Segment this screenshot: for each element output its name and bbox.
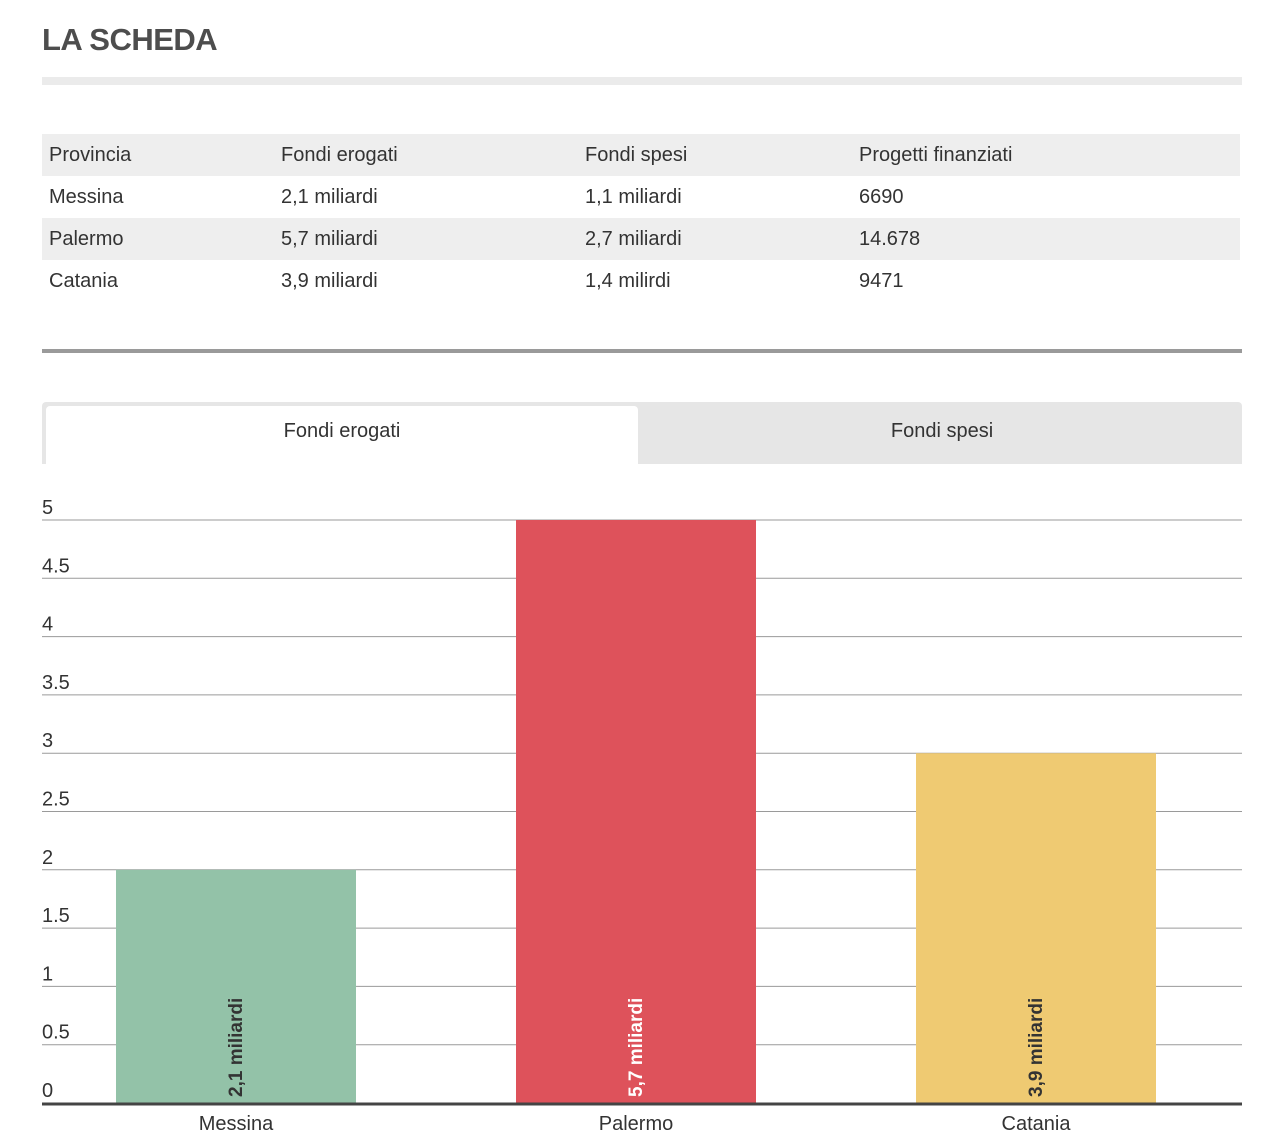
page-title: LA SCHEDA bbox=[42, 22, 218, 57]
table-cell: 14.678 bbox=[859, 227, 921, 250]
bar-data-label: 3,9 miliardi bbox=[1026, 998, 1047, 1097]
table-cell: 9471 bbox=[859, 269, 904, 292]
column-header: Progetti finanziati bbox=[859, 143, 1013, 166]
y-tick-label: 5 bbox=[42, 497, 53, 519]
x-tick-label: Catania bbox=[1002, 1113, 1072, 1135]
bar-chart: 0 0.5 1 1.5 2 2.5 3 3.5 4 4.5 5 2,1 miliardi Messina… bbox=[42, 497, 1242, 1135]
y-tick-label: 2 bbox=[42, 847, 53, 869]
bar-palermo bbox=[516, 520, 756, 1103]
table-cell: 2,1 miliardi bbox=[281, 185, 378, 208]
table-row: Messina 2,1 miliardi 1,1 miliardi 6690 bbox=[42, 176, 1240, 218]
y-tick-label: 3 bbox=[42, 730, 53, 752]
section-divider bbox=[42, 349, 1242, 353]
table-cell: Messina bbox=[49, 185, 124, 208]
table-cell: 1,4 milirdi bbox=[585, 269, 671, 292]
y-tick-label: 0 bbox=[42, 1080, 53, 1102]
table-cell: 5,7 miliardi bbox=[281, 227, 378, 250]
x-tick-label: Messina bbox=[199, 1113, 274, 1135]
y-tick-label: 0.5 bbox=[42, 1022, 70, 1044]
table-cell: Palermo bbox=[49, 227, 124, 250]
y-tick-label: 3.5 bbox=[42, 672, 70, 694]
tab-fondi-spesi[interactable]: Fondi spesi bbox=[890, 420, 994, 442]
title-divider bbox=[42, 77, 1242, 85]
bar-messina bbox=[116, 869, 356, 1103]
y-tick-label: 1.5 bbox=[42, 905, 70, 927]
x-tick-label: Palermo bbox=[599, 1113, 673, 1135]
table-header-row: Provincia Fondi erogati Fondi spesi Prog… bbox=[42, 134, 1240, 176]
y-tick-label: 1 bbox=[42, 963, 53, 985]
column-header: Fondi erogati bbox=[281, 143, 398, 166]
table-cell: 6690 bbox=[859, 185, 904, 208]
summary-table: Provincia Fondi erogati Fondi spesi Prog… bbox=[42, 134, 1240, 302]
y-tick-label: 4 bbox=[42, 614, 53, 636]
tab-fondi-erogati[interactable]: Fondi erogati bbox=[46, 406, 638, 464]
table-cell: Catania bbox=[49, 269, 118, 292]
y-tick-label: 2.5 bbox=[42, 789, 70, 811]
y-tick-label: 4.5 bbox=[42, 555, 70, 577]
bar-catania bbox=[916, 753, 1156, 1103]
column-header: Fondi spesi bbox=[585, 143, 688, 166]
table-row: Catania 3,9 miliardi 1,4 milirdi 9471 bbox=[42, 260, 1240, 302]
bar-data-label: 5,7 miliardi bbox=[626, 998, 647, 1097]
column-header: Provincia bbox=[49, 143, 132, 166]
chart-tabs: Fondi erogati Fondi spesi bbox=[42, 402, 1242, 464]
table-cell: 3,9 miliardi bbox=[281, 269, 378, 292]
bar-data-label: 2,1 miliardi bbox=[226, 998, 247, 1097]
table-row: Palermo 5,7 miliardi 2,7 miliardi 14.678 bbox=[42, 218, 1240, 260]
table-cell: 1,1 miliardi bbox=[585, 185, 682, 208]
table-cell: 2,7 miliardi bbox=[585, 227, 682, 250]
